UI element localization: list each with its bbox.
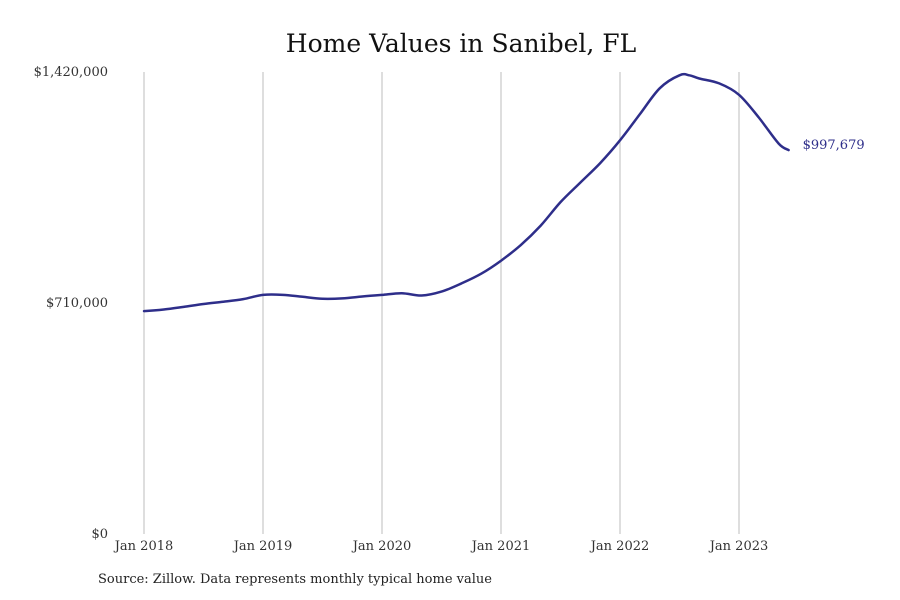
source-note: Source: Zillow. Data represents monthly … xyxy=(98,572,492,587)
y-tick-label: $1,420,000 xyxy=(34,65,108,80)
series-layer: $997,679 xyxy=(142,72,865,313)
x-tick-label: Jan 2020 xyxy=(351,539,412,554)
x-tick-label: Jan 2018 xyxy=(113,539,174,554)
series-line xyxy=(142,72,790,313)
y-tick-label: $0 xyxy=(91,527,108,542)
y-axis-ticks: $0 $710,000 $1,420,000 xyxy=(34,65,108,542)
x-axis-ticks: Jan 2018 Jan 2019 Jan 2020 Jan 2021 Jan 2022… xyxy=(113,539,769,554)
x-tick-label: Jan 2021 xyxy=(470,539,531,554)
gridlines xyxy=(143,72,740,534)
x-tick-label: Jan 2023 xyxy=(708,539,769,554)
end-value-label: $997,679 xyxy=(803,138,865,153)
y-tick-label: $710,000 xyxy=(46,296,108,311)
chart-title: Home Values in Sanibel, FL xyxy=(286,29,636,58)
x-tick-label: Jan 2019 xyxy=(232,539,293,554)
x-tick-label: Jan 2022 xyxy=(589,539,650,554)
